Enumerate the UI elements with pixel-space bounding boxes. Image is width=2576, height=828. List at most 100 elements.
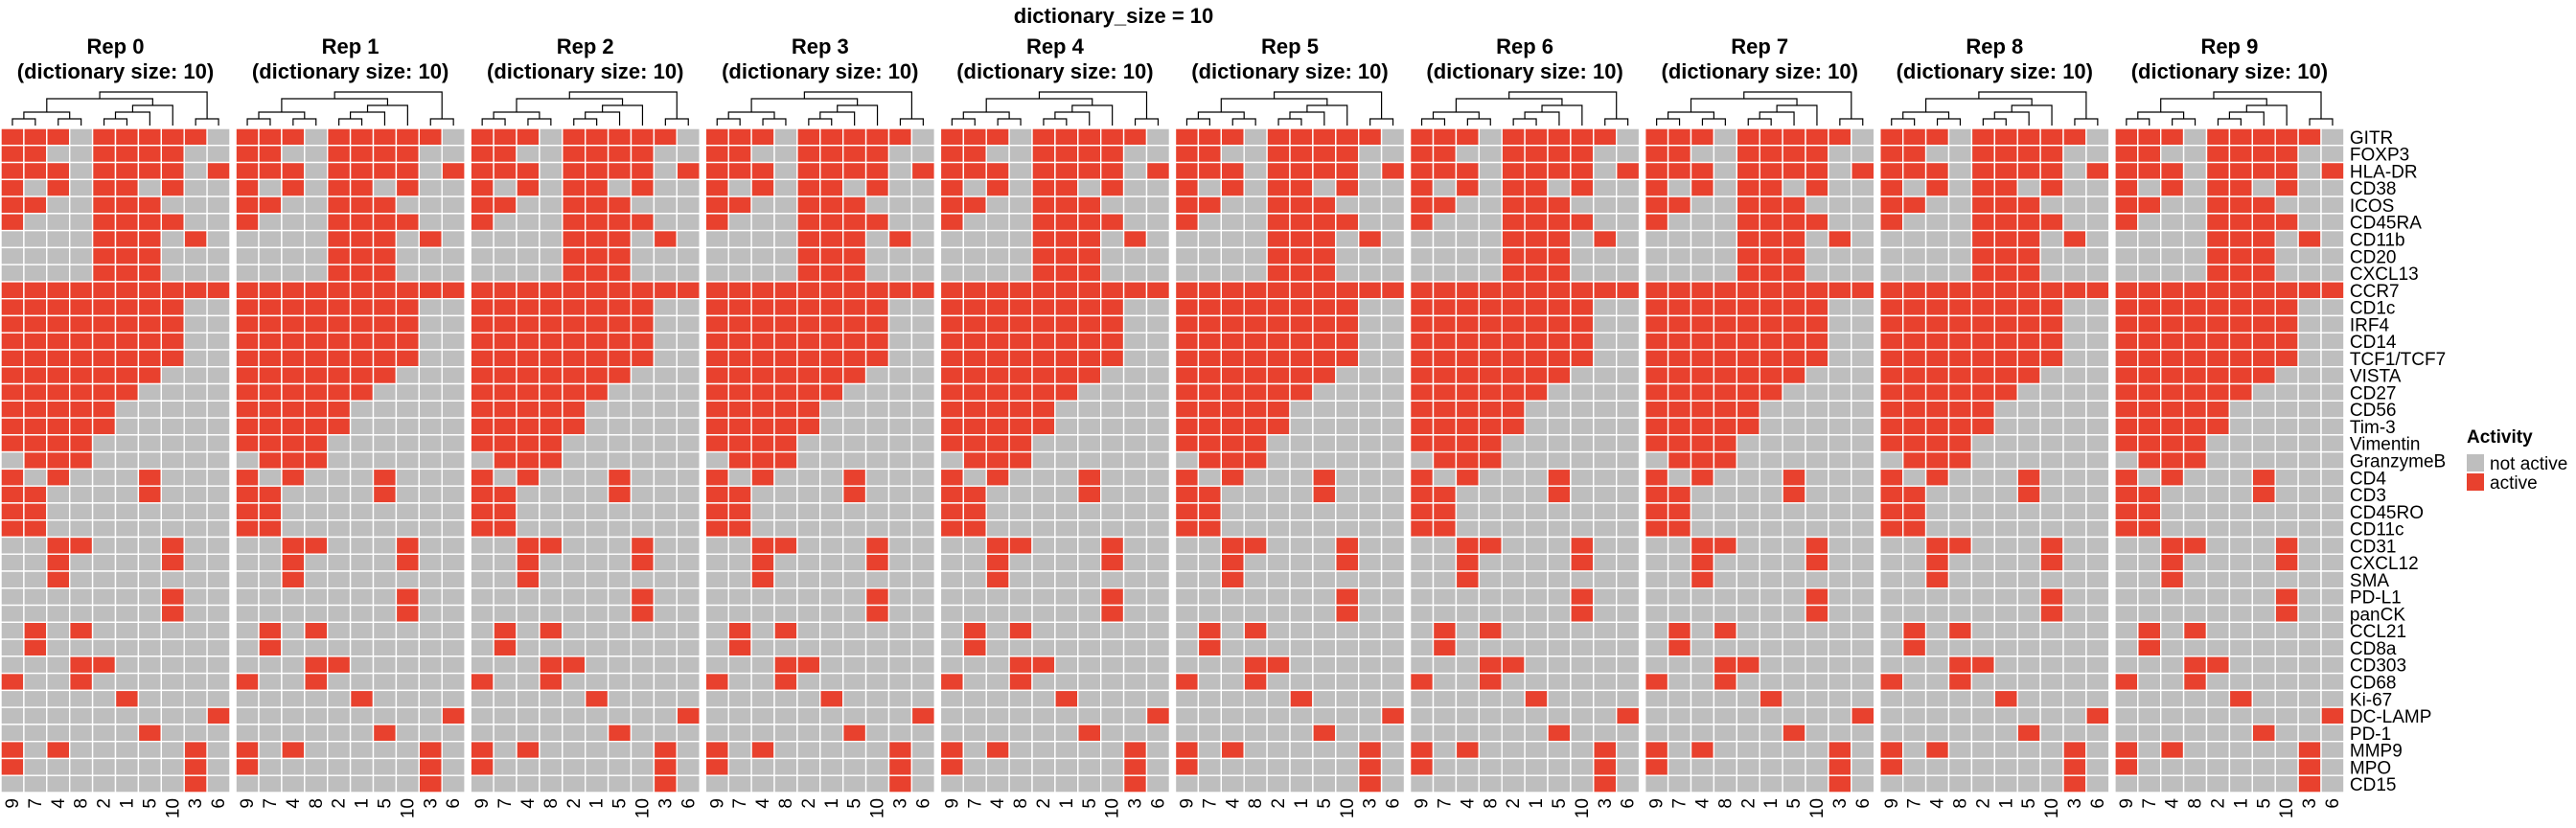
heatmap-cell: CXCL12 / 2: not active — [562, 553, 586, 572]
heatmap-cell: HLA-DR / 7: active — [493, 161, 518, 181]
heatmap-cell: MPO / 2: not active — [2205, 757, 2231, 776]
heatmap-cell: Ki-67 / 9: not active — [1879, 689, 1904, 708]
column-label: 2 — [1269, 798, 1289, 809]
heatmap-cell: CD45RA / 9: active — [1409, 213, 1435, 232]
heatmap-cell: CD1c / 8: active — [1243, 297, 1268, 317]
heatmap-cell: CD20 / 4: not active — [1690, 246, 1715, 265]
heatmap-cell: PD-1 / 1: not active — [1993, 724, 2018, 743]
heatmap-cell: CD1c / 6: not active — [2320, 297, 2345, 317]
heatmap-cell: CD8a / 8: not active — [773, 638, 798, 657]
heatmap-cell: PD-1 / 8: not active — [539, 724, 564, 743]
heatmap-cell: VISTA / 8: active — [68, 366, 94, 385]
heatmap-cell: IRF4 / 10: active — [1099, 314, 1125, 334]
dendrogram-branch — [1508, 91, 1618, 119]
heatmap-cell: PD-1 / 6: not active — [910, 724, 936, 743]
heatmap-cell: GranzymeB / 6: not active — [1851, 450, 1875, 471]
heatmap-cell: IRF4 / 4: active — [281, 314, 306, 334]
heatmap-cell: CD45RO / 2: not active — [1970, 502, 1995, 521]
heatmap-cell: CD68 / 8: active — [1713, 672, 1738, 692]
heatmap-cell: CD45RA / 9: active — [1644, 213, 1669, 232]
heatmap-cell: CD20 / 2: active — [1031, 246, 1056, 265]
heatmap-cell: CD56 / 1: not active — [1524, 400, 1549, 419]
heatmap-cell: PD-1 / 9: not active — [1644, 724, 1669, 743]
heatmap-cell: Vimentin / 4: active — [281, 434, 306, 453]
heatmap-cell: panCK / 4: not active — [516, 604, 540, 624]
heatmap-cell: DC-LAMP / 7: not active — [493, 706, 518, 725]
heatmap-cell: CD38 / 7: not active — [493, 178, 518, 197]
heatmap-cell: CD27 / 9: active — [1879, 382, 1904, 402]
heatmap-cell: CXCL13 / 10: not active — [1099, 264, 1125, 283]
heatmap-cell: CD20 / 5: active — [372, 246, 398, 265]
heatmap-cell: Vimentin / 9: active — [704, 434, 729, 453]
heatmap-cell: SMA / 6: not active — [2320, 570, 2345, 589]
heatmap-cell: MPO / 7: not active — [23, 757, 48, 776]
heatmap-cell: CD8a / 7: active — [493, 638, 518, 657]
heatmap-cells: GITR / 9: activeGITR / 7: activeGITR / 4… — [1174, 127, 1406, 794]
heatmap-cell: IRF4 / 10: active — [2274, 314, 2299, 334]
heatmap-cell: CD11b / 3: active — [2062, 229, 2087, 249]
heatmap-cell: panCK / 10: active — [2274, 604, 2299, 624]
heatmap-cell: CD11b / 2: active — [796, 229, 821, 249]
heatmap-cell: CD4 / 5: active — [607, 468, 632, 487]
heatmap-cell: CD68 / 6: not active — [1145, 672, 1171, 692]
column-label: 8 — [2186, 798, 2206, 809]
heatmap-cell: CD45RO / 7: active — [1197, 502, 1223, 521]
heatmap-cell: panCK / 2: not active — [1501, 604, 1526, 624]
heatmap-cell: ICOS / 9: active — [235, 196, 260, 215]
heatmap-cell: FOXP3 / 3: not active — [1122, 145, 1148, 164]
column-label: 1 — [1761, 798, 1782, 809]
heatmap-cell: IRF4 / 3: not active — [418, 314, 443, 334]
heatmap-cell: CD20 / 9: not active — [1174, 246, 1200, 265]
heatmap-cell: FOXP3 / 5: active — [1077, 145, 1102, 164]
heatmap-cell: CD4 / 8: not active — [68, 468, 94, 487]
heatmap-cell: CD31 / 1: not active — [1993, 536, 2018, 555]
heatmap-cell: CD15 / 6: not active — [2085, 774, 2110, 794]
heatmap-cell: CD1c / 5: active — [842, 297, 867, 317]
heatmap-cell: HLA-DR / 5: active — [2016, 161, 2041, 181]
heatmap-cell: CD45RO / 7: active — [1432, 502, 1458, 521]
heatmap-cell: CXCL12 / 2: not active — [2205, 553, 2231, 572]
heatmap-cell: CD27 / 7: active — [1197, 382, 1223, 402]
heatmap-cell: CD56 / 9: active — [704, 400, 729, 419]
heatmap-cell: TCF1/TCF7 / 8: active — [773, 349, 798, 368]
heatmap-cell: TCF1/TCF7 / 1: active — [1759, 349, 1783, 368]
heatmap-cell: CD45RO / 9: active — [939, 502, 965, 521]
heatmap-cell: HLA-DR / 1: active — [585, 161, 610, 181]
heatmap-cell: CD1c / 4: active — [1690, 297, 1715, 317]
heatmap-cell: CD45RO / 6: not active — [1615, 502, 1641, 521]
heatmap-cell: CCL21 / 4: not active — [281, 621, 306, 640]
heatmap-cell: CD8a / 8: not active — [68, 638, 94, 657]
heatmap-cell: CD31 / 4: active — [1455, 536, 1481, 555]
heatmap-cell: panCK / 4: not active — [281, 604, 306, 624]
heatmap-cell: CD3 / 6: not active — [1380, 485, 1406, 504]
heatmap-cell: Vimentin / 6: not active — [910, 434, 936, 453]
heatmap-cell: CD8a / 1: not active — [114, 638, 140, 657]
heatmap-cell: CD68 / 2: not active — [796, 672, 821, 692]
heatmap-cell: CD11c / 2: not active — [91, 518, 117, 539]
heatmap-cell: CD31 / 8: active — [1243, 536, 1268, 555]
heatmap-cell: IRF4 / 8: active — [304, 314, 329, 334]
heatmap-cell: MPO / 3: active — [653, 757, 678, 776]
heatmap-cell: HLA-DR / 1: active — [1289, 161, 1314, 181]
heatmap-cell: CD31 / 5: not active — [842, 536, 867, 555]
heatmap-cell: DC-LAMP / 3: not active — [183, 706, 208, 725]
heatmap-cell: IRF4 / 2: active — [2205, 314, 2231, 334]
heatmap-cell: CD20 / 4: not active — [1924, 246, 1950, 265]
heatmap-cell: HLA-DR / 3: not active — [1593, 161, 1618, 181]
heatmap-cell: CD14 / 6: not active — [2085, 332, 2110, 351]
heatmap-cell: CD45RA / 1: active — [1289, 213, 1314, 232]
dendrogram-branch — [2245, 104, 2288, 126]
heatmap-cell: CCL21 / 2: not active — [1031, 621, 1056, 640]
heatmap-cell: CD4 / 7: not active — [493, 468, 518, 487]
heatmap-cell: TCF1/TCF7 / 5: active — [607, 349, 632, 368]
heatmap-cell: Vimentin / 2: not active — [796, 434, 821, 453]
heatmap-cell: CD56 / 1: not active — [349, 400, 375, 419]
heatmap-cell: Tim-3 / 5: not active — [137, 417, 162, 436]
heatmap-cell: PD-L1 / 6: not active — [1145, 587, 1171, 607]
heatmap-cell: CCR7 / 3: active — [418, 281, 443, 300]
heatmap-cell: CD38 / 7: not active — [727, 178, 752, 197]
heatmap-cell: GITR / 8: not active — [1713, 127, 1738, 147]
heatmap-cell: CD45RA / 4: not active — [516, 213, 540, 232]
heatmap-cell: CD45RA / 8: not active — [539, 213, 564, 232]
heatmap-cell: CD11c / 5: not active — [2251, 518, 2276, 539]
